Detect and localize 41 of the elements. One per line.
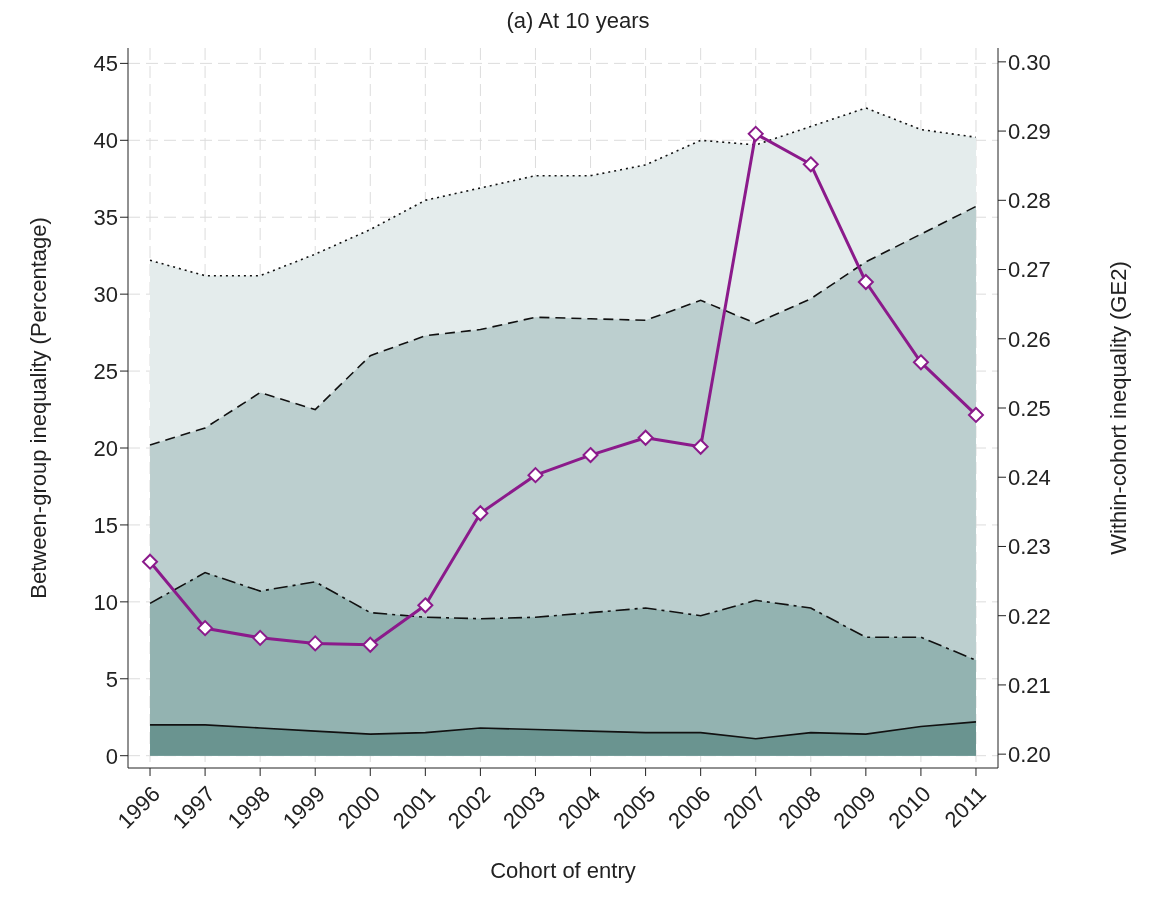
y-tick-label: 30: [93, 281, 118, 307]
y-tick-label: 35: [93, 205, 118, 231]
y2-tick-label: 0.29: [1008, 118, 1051, 144]
point: [637, 429, 654, 446]
point: [747, 125, 764, 142]
point: [307, 635, 324, 652]
point: [967, 406, 984, 423]
point: [692, 438, 709, 455]
y-tick-label: 40: [93, 128, 118, 154]
y-tick-label: 5: [105, 666, 118, 692]
y2-tick-label: 0.27: [1008, 257, 1051, 283]
point: [472, 505, 489, 522]
y2-tick-label: 0.23: [1008, 534, 1051, 560]
y-tick-label: 0: [105, 743, 118, 769]
point: [362, 636, 379, 653]
point: [582, 447, 599, 464]
y2-tick-label: 0.22: [1008, 603, 1051, 629]
y2-tick-label: 0.25: [1008, 395, 1051, 421]
point: [417, 597, 434, 614]
y2-tick-label: 0.21: [1008, 672, 1051, 698]
y-tick-label: 25: [93, 358, 118, 384]
point: [197, 620, 214, 637]
point: [252, 629, 269, 646]
y2-tick-label: 0.24: [1008, 465, 1051, 491]
y-tick-label: 10: [93, 589, 118, 615]
x-axis-title: Cohort of entry: [490, 858, 636, 883]
y2-tick-label: 0.26: [1008, 326, 1051, 352]
point: [857, 274, 874, 290]
y-tick-label: 20: [93, 435, 118, 461]
point: [142, 553, 159, 570]
y2-axis-title: Within-cohort inequality (GE2): [1105, 261, 1131, 555]
y2-tick-label: 0.28: [1008, 188, 1051, 214]
y-tick-label: 45: [93, 51, 118, 77]
y-axis-title: Between-group inequality (Percentage): [25, 217, 51, 599]
chart-title: (a) At 10 years: [505, 8, 651, 35]
y-tick-label: 15: [93, 512, 118, 538]
point: [802, 156, 819, 173]
point: [912, 354, 929, 371]
point: [527, 467, 544, 484]
y2-tick-label: 0.20: [1008, 741, 1051, 767]
y2-tick-label: 0.30: [1008, 49, 1051, 75]
